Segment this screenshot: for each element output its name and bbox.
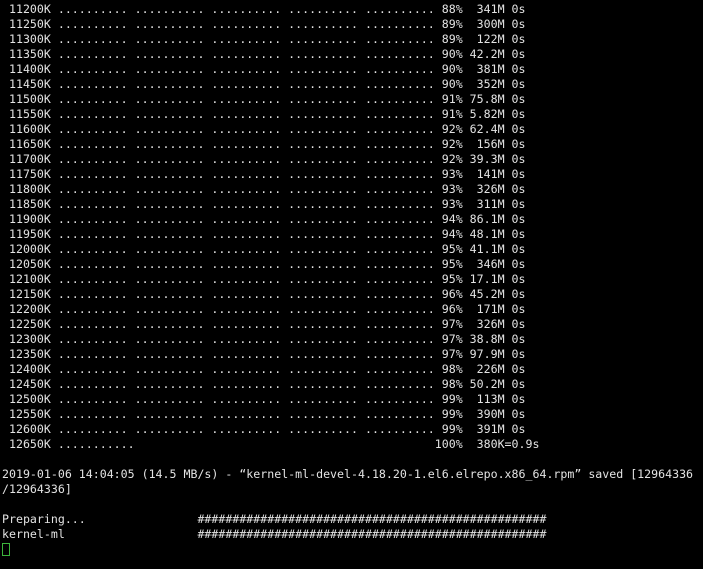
wget-progress-line: 11650K .......... .......... .......... …: [2, 137, 526, 151]
wget-progress-line: 11250K .......... .......... .......... …: [2, 17, 526, 31]
wget-progress-line: 11300K .......... .......... .......... …: [2, 32, 526, 46]
wget-progress-line: 11350K .......... .......... .......... …: [2, 47, 526, 61]
wget-progress-line: 12400K .......... .......... .......... …: [2, 362, 526, 376]
rpm-kernel-ml-line: kernel-ml ##############################…: [2, 527, 547, 541]
wget-progress-line: 11600K .......... .......... .......... …: [2, 122, 526, 136]
blank-line: [2, 497, 703, 512]
wget-progress-line: 11850K .......... .......... .......... …: [2, 197, 526, 211]
wget-progress-line: 11450K .......... .......... .......... …: [2, 77, 526, 91]
wget-progress-line: 12300K .......... .......... .......... …: [2, 332, 526, 346]
cursor-row: [2, 542, 703, 557]
wget-progress-line: 11700K .......... .......... .......... …: [2, 152, 526, 166]
wget-progress-line: 12450K .......... .......... .......... …: [2, 377, 526, 391]
wget-progress-line: 11550K .......... .......... .......... …: [2, 107, 526, 121]
wget-saved-summary-line: 2019-01-06 14:04:05 (14.5 MB/s) - “kerne…: [2, 467, 694, 481]
wget-progress-line: 12500K .......... .......... .......... …: [2, 392, 526, 406]
wget-progress-line: 12100K .......... .......... .......... …: [2, 272, 526, 286]
wget-progress-line: 12200K .......... .......... .......... …: [2, 302, 526, 316]
wget-progress-line: 12150K .......... .......... .......... …: [2, 287, 526, 301]
wget-progress-line: 11200K .......... .......... .......... …: [2, 2, 526, 16]
blank-line: [2, 452, 703, 467]
rpm-preparing-line: Preparing... ###########################…: [2, 512, 547, 526]
wget-progress-line: 11950K .......... .......... .......... …: [2, 227, 526, 241]
wget-progress-line: 12050K .......... .......... .......... …: [2, 257, 526, 271]
wget-progress-line: 12600K .......... .......... .......... …: [2, 422, 526, 436]
wget-progress-line: 11500K .......... .......... .......... …: [2, 92, 526, 106]
wget-progress-line: 11800K .......... .......... .......... …: [2, 182, 526, 196]
wget-progress-line-final: 12650K ........... 100% 380K=0.9s: [2, 437, 540, 451]
wget-progress-line: 12250K .......... .......... .......... …: [2, 317, 526, 331]
wget-progress-line: 12000K .......... .......... .......... …: [2, 242, 526, 256]
wget-saved-summary-wrap: /12964336]: [2, 482, 72, 496]
wget-progress-line: 11400K .......... .......... .......... …: [2, 62, 526, 76]
wget-progress-line: 11750K .......... .......... .......... …: [2, 167, 526, 181]
terminal-cursor[interactable]: [2, 543, 10, 556]
wget-progress-line: 12550K .......... .......... .......... …: [2, 407, 526, 421]
wget-progress-line: 12350K .......... .......... .......... …: [2, 347, 526, 361]
wget-progress-line: 11900K .......... .......... .......... …: [2, 212, 526, 226]
